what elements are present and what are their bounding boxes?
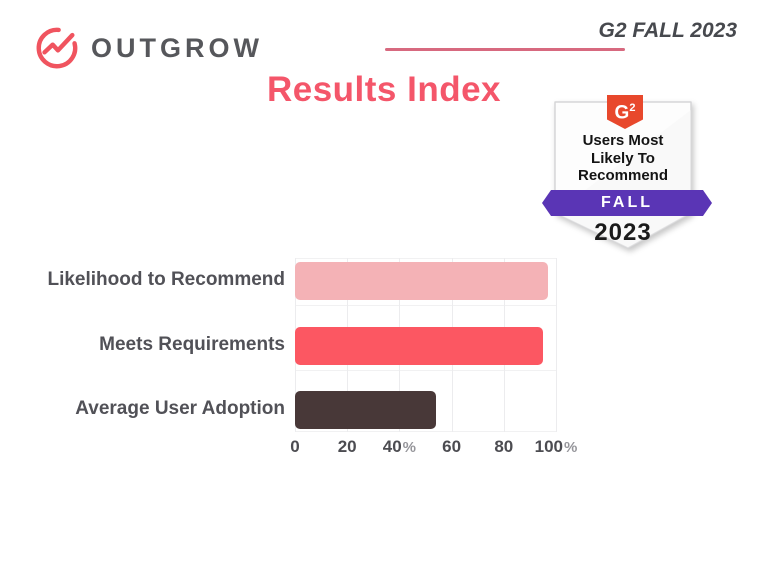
brand-wordmark: OUTGROW (91, 32, 263, 63)
gridline-horizontal (295, 305, 556, 306)
gridline-horizontal (295, 370, 556, 371)
x-tick-label: 20 (337, 437, 357, 456)
g2-award-badge: G2 Users Most Likely To Recommend FALL 2… (548, 92, 718, 267)
gridline-vertical (556, 258, 557, 432)
category-label: Average User Adoption (75, 398, 285, 419)
x-tick-label: 60 (442, 437, 462, 456)
category-label: Likelihood to Recommend (47, 269, 285, 290)
percent-sign: % (402, 439, 417, 456)
x-tick-label: 40% (382, 437, 417, 456)
g2-letter: G (614, 102, 630, 124)
bar-3 (295, 391, 436, 429)
x-tick-label: 100% (534, 437, 578, 456)
g2-sup: 2 (629, 102, 636, 114)
badge-award-line: Recommend (577, 167, 669, 184)
header-divider-line (385, 48, 625, 51)
edition-label: G2 FALL 2023 (598, 19, 737, 42)
badge-season-ribbon: FALL (542, 190, 712, 216)
badge-year: 2023 (594, 219, 652, 246)
badge-award-text: Users Most Likely To Recommend (555, 132, 691, 185)
outgrow-logo: OUTGROW (34, 25, 263, 71)
plot-area (295, 258, 557, 432)
badge-award-line: Likely To (591, 149, 655, 167)
x-axis: 0 20 40% 60 80 100% (290, 437, 595, 461)
percent-sign: % (564, 439, 578, 456)
bar-1 (295, 262, 549, 300)
chart-category-labels: Likelihood to Recommend Meets Requirement… (0, 258, 285, 432)
gridline-horizontal (295, 431, 556, 432)
category-label: Meets Requirements (99, 334, 285, 355)
page-title: Results Index (266, 70, 502, 109)
badge-award-line: Users Most (582, 132, 664, 149)
outgrow-logo-icon (36, 27, 78, 69)
x-tick-label: 0 (290, 437, 300, 456)
bar-2 (295, 327, 543, 365)
x-tick-label: 80 (494, 437, 514, 456)
gridline-horizontal (295, 258, 556, 259)
